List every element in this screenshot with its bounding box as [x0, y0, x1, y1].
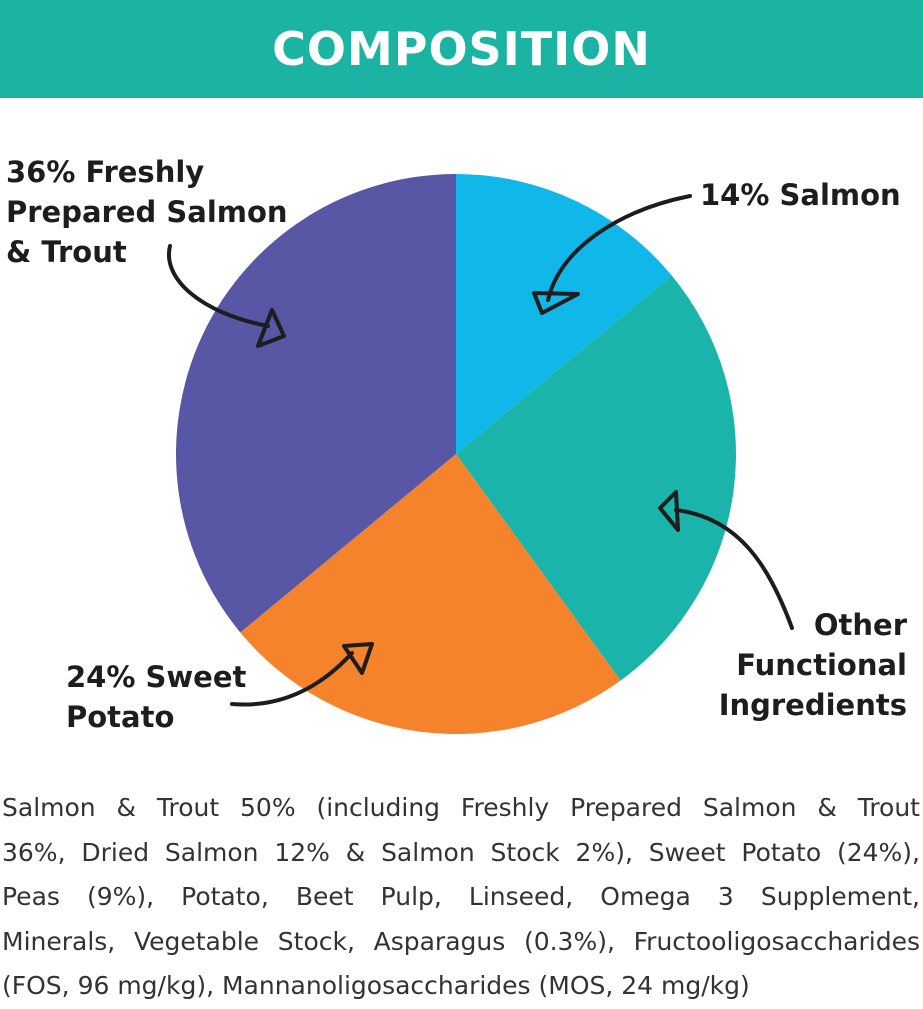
ingredients-line: Peas (9%), Potato, Beet Pulp, Linseed, O… [2, 882, 920, 911]
label-line: 24% Sweet [66, 660, 247, 694]
label-line: Other [813, 608, 907, 642]
label-line: 14% Salmon [700, 178, 901, 212]
ingredients-list: Salmon & Trout 50% (including Freshly Pr… [2, 786, 920, 1009]
pie-slice-24-sweet-potato [240, 454, 621, 735]
pie-slice-other-functional-ingredients [456, 275, 737, 681]
header-banner: COMPOSITION [0, 0, 923, 98]
label-other-functional-ingredients: Other Functional Ingredients [719, 605, 907, 725]
pie-slice-36-freshly-prepared-salmon-trout [176, 174, 457, 633]
ingredients-line: (FOS, 96 mg/kg), Mannanoligosaccharides … [2, 971, 750, 1000]
label-line: Prepared Salmon [6, 195, 288, 229]
arrow-salmon [546, 194, 692, 302]
pie-chart [166, 174, 794, 735]
arrowhead-potato [342, 642, 374, 675]
ingredients-line: Salmon & Trout 50% (including Freshly Pr… [2, 793, 920, 822]
label-freshly-prepared-salmon-trout: 36% Freshly Prepared Salmon & Trout [6, 152, 288, 272]
ingredients-line: 36%, Dried Salmon 12% & Salmon Stock 2%)… [2, 837, 920, 867]
pie-slice-14-salmon [456, 174, 672, 454]
ingredients-line: Minerals, Vegetable Stock, Asparagus (0.… [2, 926, 920, 956]
label-sweet-potato: 24% Sweet Potato [66, 657, 246, 737]
label-salmon: 14% Salmon [700, 175, 901, 215]
label-line: 36% Freshly [6, 155, 205, 189]
arrowhead-trout [256, 308, 286, 348]
label-line: Ingredients [718, 688, 907, 722]
label-line: & Trout [6, 235, 127, 269]
arrowhead-other [658, 490, 680, 532]
arrow-potato [230, 651, 354, 707]
arrow-trout [166, 244, 270, 328]
arrow-other [674, 508, 794, 630]
page-title: COMPOSITION [272, 22, 651, 76]
label-line: Potato [66, 700, 175, 734]
label-line: Functional [736, 648, 907, 682]
arrowhead-salmon [532, 291, 580, 315]
